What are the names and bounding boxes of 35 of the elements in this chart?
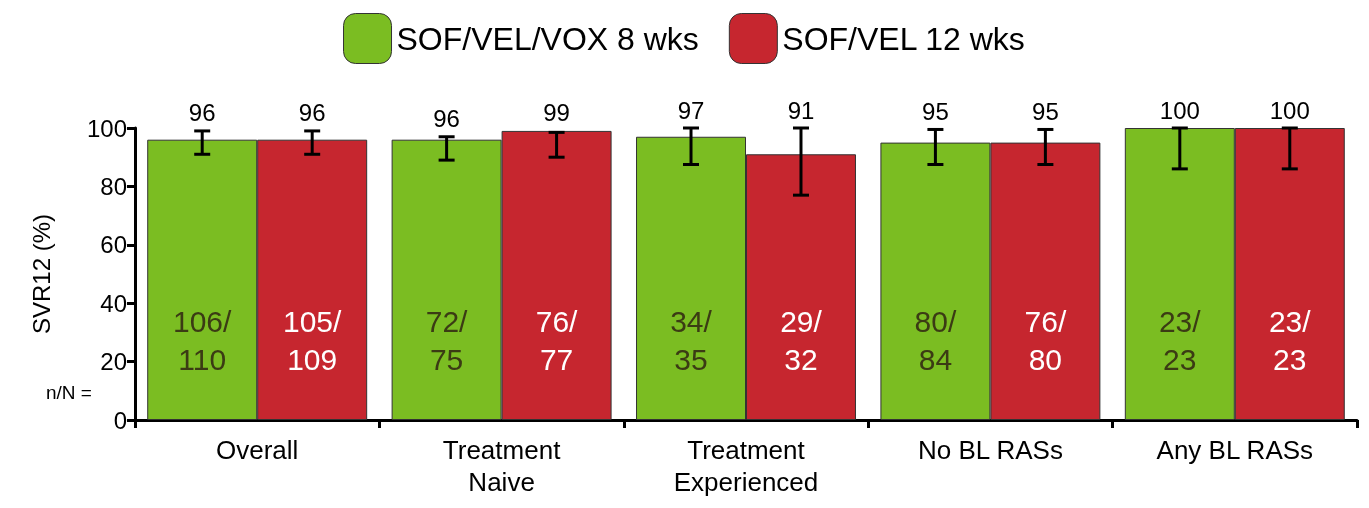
x-tick-label: Treatment Naive <box>442 435 562 497</box>
y-tick-label: 40 <box>100 289 127 317</box>
annotation: 105/ 109 <box>282 304 343 376</box>
data-label: 96 <box>298 99 326 127</box>
x-tick-label: Any BL RASs <box>1156 435 1314 465</box>
y-tick-label: 20 <box>100 348 127 376</box>
annotation: 23/ 23 <box>1268 304 1312 376</box>
legend-label: SOF/VEL 12 wks <box>782 20 1025 57</box>
data-label: 100 <box>1159 96 1200 124</box>
annotation: 23/ 23 <box>1158 304 1202 376</box>
annotation: 29/ 32 <box>780 304 823 376</box>
y-tick-label: 80 <box>100 172 127 200</box>
data-label: 100 <box>1269 96 1310 124</box>
x-tick-label: Treatment Experienced <box>673 435 819 497</box>
annotation: 76/ 77 <box>535 304 579 376</box>
annotation: 72/ 75 <box>425 304 469 376</box>
y-axis-title: SVR12 (%) <box>27 213 55 335</box>
legend-label: SOF/VEL/VOX 8 wks <box>396 20 699 57</box>
data-label: 91 <box>787 96 815 124</box>
annotation: 76/ 80 <box>1024 304 1067 376</box>
annotation: 106/ 110 <box>173 304 233 376</box>
data-label: 97 <box>677 96 705 124</box>
x-tick-label: Overall <box>216 435 299 465</box>
data-label: 96 <box>433 105 460 133</box>
y-tick-label: 100 <box>86 114 127 142</box>
data-label: 96 <box>188 99 216 127</box>
y-tick-label: 0 <box>113 406 127 434</box>
data-label: 95 <box>1032 97 1059 125</box>
y-tick-label: 60 <box>100 231 127 259</box>
data-label: 95 <box>922 97 949 125</box>
data-label: 99 <box>543 99 570 127</box>
text: n/N = <box>46 382 92 403</box>
annotation: 34/ 35 <box>670 304 713 376</box>
annotation: 80/ 84 <box>914 304 957 376</box>
x-tick-label: No BL RASs <box>917 435 1063 465</box>
